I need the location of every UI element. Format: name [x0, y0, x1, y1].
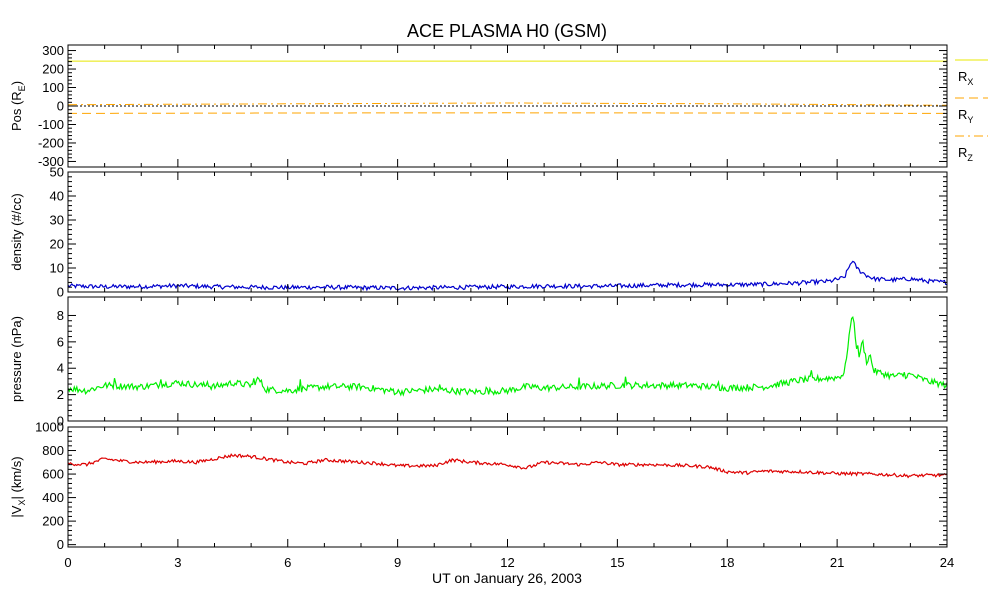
x-axis-label: UT on January 26, 2003: [432, 570, 582, 586]
y-tick-label: 300: [42, 43, 64, 58]
panel-frame: [67, 426, 948, 548]
panel-1: 300 200 100 0 -100 -200 -300 Pos (RE): [9, 43, 948, 169]
y-tick-label: 0: [57, 414, 64, 429]
y-tick-label: 1000: [35, 420, 64, 435]
x-tick-label: 21: [830, 555, 844, 570]
y-label-main: |V: [9, 505, 24, 517]
panel-4: 1000 800 600 400 200 00 3 6 9 12 15 18 21 24 |VX| (km/…: [9, 420, 954, 571]
y-tick-label: 2: [57, 387, 64, 402]
panel-frame: [67, 44, 948, 168]
y-tick-label: 8: [57, 308, 64, 323]
y-tick-label: 6: [57, 334, 64, 349]
series-line-3-1: [68, 316, 947, 397]
y-label-sub: X: [17, 500, 27, 506]
y-tick-label: 30: [50, 213, 64, 228]
y-tick-label: 100: [42, 80, 64, 95]
y-axis-label: Pos (RE): [9, 81, 27, 131]
x-tick-label: 6: [284, 555, 291, 570]
panel-2: 50 40 30 20 10 0 density (#/cc): [9, 165, 948, 300]
y-tick-label: 800: [42, 443, 64, 458]
y-axis-label: |VX| (km/s): [9, 456, 27, 517]
y-axis-label: pressure (nPa): [9, 316, 24, 402]
y-tick-label: 600: [42, 467, 64, 482]
x-tick-label: 12: [500, 555, 514, 570]
series-line-1-2: [68, 112, 947, 114]
y-tick-label: 0: [57, 99, 64, 114]
legend-label-y: RY: [958, 107, 973, 125]
legend-label-z: RZ: [958, 145, 973, 163]
series-line-1-3: [68, 102, 947, 106]
legend-label-main: R: [958, 107, 967, 122]
panel-frame: [67, 171, 948, 293]
legend-label-sub: Y: [967, 115, 973, 125]
y-label-sub: E: [17, 85, 27, 91]
x-tick-label: 18: [720, 555, 734, 570]
legend-label-main: R: [958, 69, 967, 84]
y-tick-label: -200: [38, 135, 64, 150]
chart-title: ACE PLASMA H0 (GSM): [407, 21, 607, 41]
y-tick-label: 400: [42, 490, 64, 505]
y-tick-label: 0: [57, 285, 64, 300]
y-tick-label: -100: [38, 117, 64, 132]
legend-label-x: RX: [958, 69, 973, 87]
y-tick-label: 0: [57, 537, 64, 552]
y-tick-label: 200: [42, 514, 64, 529]
y-tick-label: 10: [50, 261, 64, 276]
y-tick-label: 50: [50, 165, 64, 180]
y-tick-label: 20: [50, 237, 64, 252]
y-label-tail: | (km/s): [9, 456, 24, 499]
y-tick-label: 40: [50, 189, 64, 204]
panel-frame: [67, 296, 948, 422]
legend-label-main: R: [958, 145, 967, 160]
y-label-main: Pos (R: [9, 91, 24, 131]
y-axis-label: density (#/cc): [9, 193, 24, 270]
y-label-tail: ): [9, 81, 24, 85]
y-tick-label: -300: [38, 154, 64, 169]
x-tick-label: 0: [64, 555, 71, 570]
x-tick-label: 24: [940, 555, 954, 570]
panel-3: 8 6 4 2 0 pressure (nPa): [9, 296, 948, 429]
y-tick-label: 200: [42, 62, 64, 77]
x-tick-label: 9: [394, 555, 401, 570]
y-tick-label: 4: [57, 361, 64, 376]
legend-label-sub: Z: [967, 153, 973, 163]
x-tick-label: 3: [174, 555, 181, 570]
x-tick-label: 15: [610, 555, 624, 570]
legend-label-sub: X: [967, 77, 973, 87]
series-line-4-1: [68, 453, 947, 479]
